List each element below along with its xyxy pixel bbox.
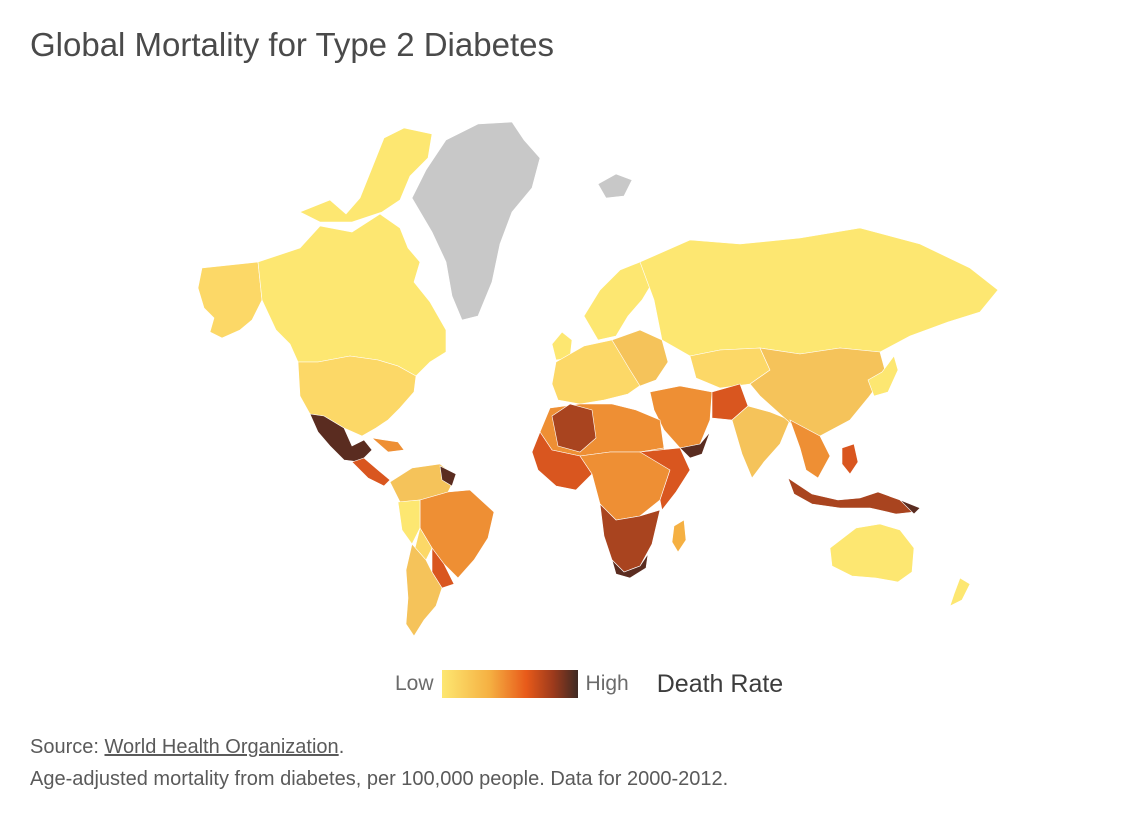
region-russia[interactable] [639, 227, 999, 357]
region-central-america[interactable] [351, 457, 391, 487]
source-suffix: . [338, 736, 345, 758]
region-philippines[interactable] [841, 443, 859, 475]
region-south-africa[interactable] [611, 553, 649, 579]
legend-high-label: High [585, 672, 629, 695]
region-east-africa[interactable] [639, 447, 691, 511]
region-japan-korea[interactable] [867, 355, 899, 397]
region-iceland[interactable] [597, 173, 633, 199]
region-oman-yemen[interactable] [679, 431, 711, 459]
region-china-mongolia[interactable] [749, 347, 887, 437]
map-legend: Low High Death Rate [395, 668, 783, 700]
region-uk-ireland[interactable] [551, 331, 573, 361]
region-paraguay-uruguay[interactable] [431, 547, 455, 589]
region-alaska[interactable] [197, 261, 263, 339]
region-canada[interactable] [257, 213, 447, 377]
region-brazil[interactable] [419, 489, 495, 579]
region-mexico[interactable] [309, 413, 373, 463]
region-west-africa[interactable] [531, 431, 593, 491]
legend-color-scale [441, 670, 578, 698]
region-indonesia[interactable] [787, 477, 915, 515]
legend-title: Death Rate [656, 669, 784, 698]
region-greenland[interactable] [411, 121, 541, 321]
source-link[interactable]: World Health Organization [104, 736, 339, 758]
region-scandinavia[interactable] [583, 261, 655, 341]
region-australia[interactable] [829, 523, 915, 583]
map-title: Global Mortality for Type 2 Diabetes [30, 26, 554, 63]
region-guyana[interactable] [439, 465, 457, 487]
region-india[interactable] [731, 405, 791, 479]
region-southern-africa[interactable] [599, 503, 661, 573]
region-canada-arctic-islands[interactable] [299, 127, 433, 223]
region-new-zealand[interactable] [949, 577, 971, 607]
region-argentina-chile[interactable] [405, 543, 443, 637]
region-southeast-asia[interactable] [789, 419, 831, 479]
region-madagascar[interactable] [671, 519, 687, 553]
legend-low-label: Low [395, 672, 434, 695]
region-peru[interactable] [397, 499, 421, 545]
region-papua-new-guinea[interactable] [899, 499, 921, 515]
source-prefix: Source: [30, 736, 105, 758]
region-caribbean[interactable] [371, 437, 405, 453]
data-note: Age-adjusted mortality from diabetes, pe… [30, 768, 729, 790]
region-eastern-europe[interactable] [611, 329, 669, 387]
source-line: Source: World Health Organization. [30, 736, 344, 759]
region-sahara-mauritania[interactable] [551, 403, 597, 453]
